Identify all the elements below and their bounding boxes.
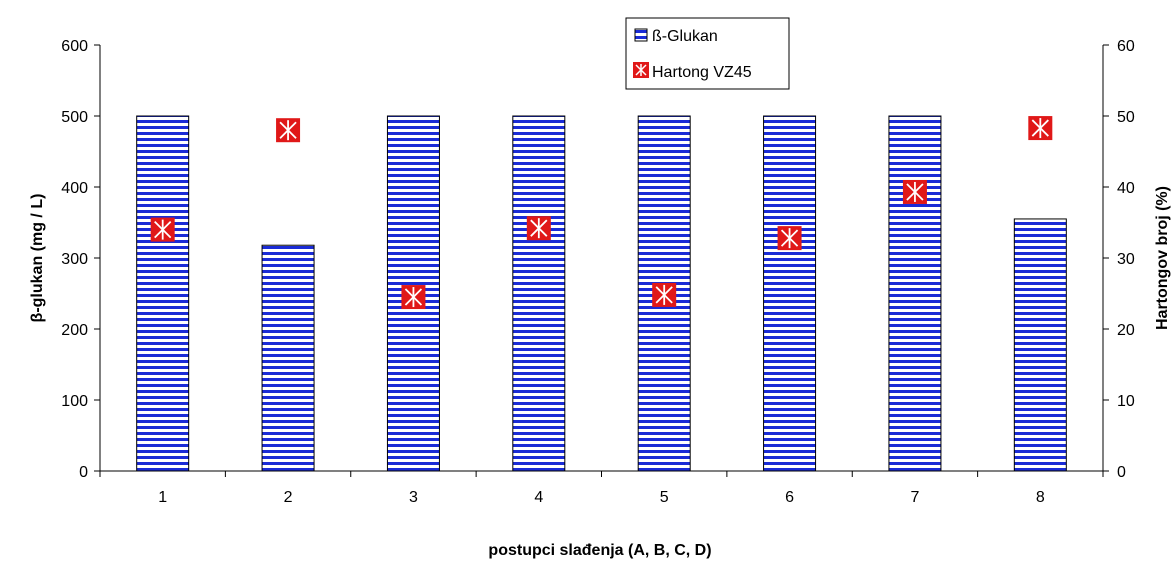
x-tick-label: 1 <box>158 489 167 506</box>
y2-tick-label: 50 <box>1117 109 1135 126</box>
y-tick-label: 400 <box>61 180 88 197</box>
x-tick-label: 6 <box>785 489 794 506</box>
marker-1 <box>150 217 175 242</box>
x-tick-label: 3 <box>409 489 418 506</box>
x-tick-label: 8 <box>1036 489 1045 506</box>
bar-6 <box>763 115 817 472</box>
y-tick-label: 500 <box>61 109 88 126</box>
legend-box <box>625 17 790 90</box>
markers-layer <box>150 116 1053 310</box>
marker-5 <box>652 282 677 307</box>
y-axis-title: β-glukan (mg / L) <box>29 194 46 323</box>
legend-marker-swatch <box>633 62 649 78</box>
x-tick-label: 4 <box>534 489 543 506</box>
axes-layer: 0 100 200 300 400 500 600 0 10 20 30 40 50 60 1 2 3 4 5 6 7 8 <box>61 38 1135 506</box>
x-tick-label: 2 <box>284 489 293 506</box>
bar-4 <box>512 115 566 472</box>
bar-7 <box>888 115 942 472</box>
y2-tick-label: 10 <box>1117 393 1135 410</box>
legend-marker-label: Hartong VZ45 <box>652 64 752 81</box>
bar-2 <box>261 244 315 472</box>
y-tick-label: 100 <box>61 393 88 410</box>
marker-6 <box>777 226 802 251</box>
x-axis-title: postupci slađenja (A, B, C, D) <box>488 542 711 559</box>
bar-1 <box>136 115 190 472</box>
y2-axis-title: Hartongov broj (%) <box>1154 186 1171 330</box>
bars-layer <box>136 115 1067 472</box>
marker-8 <box>1028 116 1053 141</box>
y-tick-label: 600 <box>61 38 88 55</box>
y2-tick-label: 60 <box>1117 38 1135 55</box>
y-tick-label: 200 <box>61 322 88 339</box>
y-tick-label: 300 <box>61 251 88 268</box>
legend-bar-label: ß-Glukan <box>652 28 718 45</box>
marker-3 <box>401 285 426 310</box>
legend-bar-swatch <box>634 28 648 42</box>
marker-2 <box>276 118 301 143</box>
x-tick-label: 7 <box>910 489 919 506</box>
legend: ß-Glukan Hartong VZ45 <box>625 17 790 90</box>
y2-tick-label: 30 <box>1117 251 1135 268</box>
y-tick-label: 0 <box>79 464 88 481</box>
marker-7 <box>902 179 927 204</box>
bar-8 <box>1013 218 1067 472</box>
marker-4 <box>526 216 551 241</box>
y2-tick-label: 40 <box>1117 180 1135 197</box>
y2-tick-label: 20 <box>1117 322 1135 339</box>
x-tick-label: 5 <box>660 489 669 506</box>
y2-tick-label: 0 <box>1117 464 1126 481</box>
